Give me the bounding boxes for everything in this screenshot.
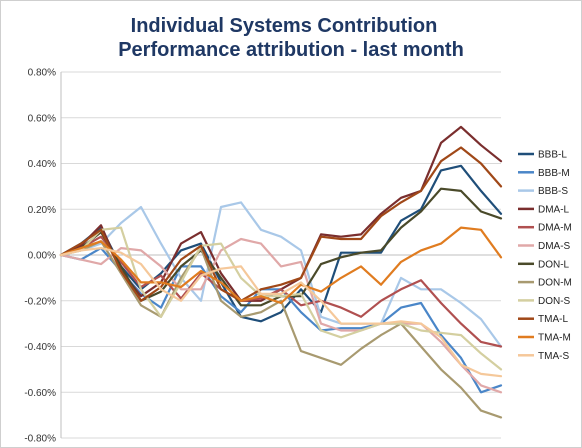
y-tick-label: -0.20% [24, 296, 56, 307]
y-tick-label: -0.80% [24, 434, 56, 445]
y-axis-ticks: 0.80% 0.60% 0.40% 0.20% 0.00% -0.20% -0.40% -0.… [24, 68, 56, 445]
series-line-don-m [59, 240, 503, 419]
legend-label: DON-M [538, 278, 572, 289]
legend-label: DMA-L [538, 204, 570, 215]
y-tick-label: 0.80% [28, 68, 56, 79]
series-lines [59, 125, 503, 419]
chart-title: Individual Systems Contribution [131, 15, 438, 37]
legend-label: BBB-S [538, 186, 568, 197]
legend-label: DON-S [538, 296, 571, 307]
series-line-tma-m [59, 226, 503, 305]
series-line-dma-s [59, 237, 503, 394]
series-line-tma-l [59, 146, 503, 302]
legend-label: DMA-S [538, 241, 571, 252]
y-tick-label: 0.40% [28, 159, 56, 170]
series-line-tma-s [59, 247, 503, 378]
y-tick-label: 0.60% [28, 113, 56, 124]
legend: BBB-L BBB-M BBB-S DMA-L DMA-M DMA-S DON-L DON-M… [518, 150, 572, 362]
legend-label: TMA-S [538, 351, 569, 362]
y-tick-label: -0.60% [24, 388, 56, 399]
series-line-dma-m [59, 235, 503, 348]
legend-label: BBB-M [538, 168, 570, 179]
y-tick-label: 0.20% [28, 205, 56, 216]
legend-label: DON-L [538, 259, 570, 270]
legend-label: TMA-L [538, 314, 568, 325]
series-line-bbb-l [59, 164, 503, 323]
legend-label: BBB-L [538, 150, 567, 161]
y-tick-label: 0.00% [28, 251, 56, 262]
y-tick-label: -0.40% [24, 342, 56, 353]
legend-label: DMA-M [538, 223, 572, 234]
legend-label: TMA-M [538, 333, 571, 344]
series-line-don-s [59, 226, 503, 371]
chart-subtitle: Performance attribution - last month [118, 39, 464, 61]
